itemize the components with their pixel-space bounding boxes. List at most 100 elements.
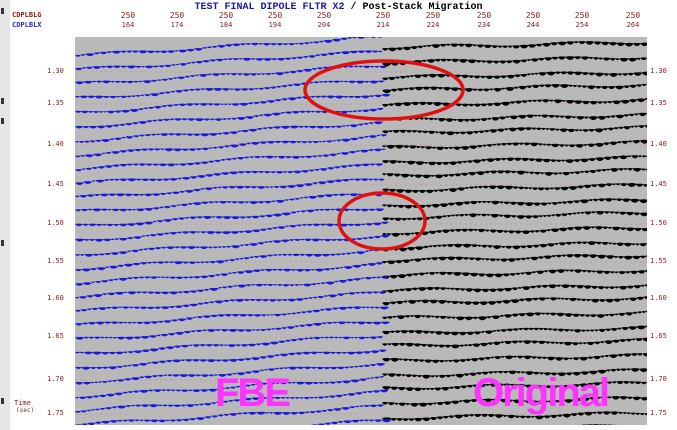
original-reflector <box>382 183 647 194</box>
time-axis-unit: (sec) <box>16 407 35 414</box>
cdp-tick-top: 250 <box>169 11 185 20</box>
cdp-tick-top: 250 <box>476 11 492 20</box>
cdp-tick-top: 250 <box>120 11 136 20</box>
fbe-reflector <box>75 389 389 413</box>
seismic-section <box>75 37 647 425</box>
original-reflector <box>382 40 647 52</box>
original-reflector <box>382 411 647 422</box>
original-reflector <box>382 83 647 94</box>
left-window-edge <box>0 0 10 430</box>
edge-mark <box>1 98 4 104</box>
header-label-cdplblx: CDPLBLX <box>12 21 42 29</box>
fbe-reflector <box>75 306 390 326</box>
fbe-reflector <box>75 363 386 385</box>
time-tick-left: 1.55 <box>47 257 64 265</box>
time-tick-left: 1.65 <box>47 332 64 340</box>
original-reflector <box>382 337 647 349</box>
edge-mark <box>1 398 4 404</box>
fbe-reflector <box>75 163 384 185</box>
cdp-tick-top: 250 <box>375 11 391 20</box>
time-tick-right: 1.65 <box>650 332 667 340</box>
time-axis-label: Time <box>14 399 31 407</box>
fbe-reflector <box>75 134 388 158</box>
original-reflector <box>382 124 647 136</box>
original-reflector <box>382 310 647 321</box>
time-tick-right: 1.55 <box>650 257 667 265</box>
cdp-tick-bottom: 244 <box>526 21 540 29</box>
original-reflector <box>382 56 647 67</box>
original-reflector <box>382 296 647 306</box>
fbe-reflector <box>75 349 387 370</box>
time-tick-right: 1.40 <box>650 140 667 148</box>
time-tick-right: 1.45 <box>650 180 667 188</box>
original-reflector <box>382 198 647 209</box>
original-reflector <box>382 368 647 379</box>
original-reflector <box>382 241 647 252</box>
edge-mark <box>1 8 4 14</box>
original-reflector <box>382 284 647 293</box>
edge-mark <box>1 240 4 246</box>
cdp-tick-bottom: 184 <box>219 21 233 29</box>
fbe-reflector <box>75 148 386 172</box>
original-reflector <box>576 424 620 425</box>
fbe-reflector <box>311 419 392 425</box>
fbe-reflector <box>75 193 384 212</box>
title-right: Post-Stack Migration <box>362 2 483 13</box>
cdp-tick-top: 250 <box>425 11 441 20</box>
fbe-reflector <box>75 291 387 312</box>
header-label-cdplblg: CDPLBLG <box>12 11 42 19</box>
cdp-tick-top: 250 <box>525 11 541 20</box>
fbe-reflector <box>75 37 383 57</box>
time-tick-left: 1.35 <box>47 99 64 107</box>
cdp-tick-bottom: 264 <box>626 21 640 29</box>
original-reflector <box>382 210 647 221</box>
fbe-reflector <box>75 234 390 257</box>
time-tick-left: 1.75 <box>47 409 64 417</box>
original-reflector <box>382 352 647 364</box>
original-reflector <box>382 325 647 336</box>
time-tick-right: 1.35 <box>650 99 667 107</box>
fbe-reflector <box>75 276 389 299</box>
original-reflector <box>382 254 647 265</box>
title-separator: / <box>350 2 357 13</box>
cdp-tick-bottom: 174 <box>170 21 184 29</box>
fbe-reflector <box>75 121 384 143</box>
fbe-reflector <box>75 376 385 400</box>
original-reflector <box>382 139 647 151</box>
fbe-reflector <box>75 93 391 114</box>
fbe-reflector <box>75 336 384 355</box>
seismic-wiggle-display <box>75 37 647 425</box>
cdp-tick-top: 250 <box>625 11 641 20</box>
time-tick-left: 1.70 <box>47 375 64 383</box>
cdp-tick-bottom: 224 <box>426 21 440 29</box>
time-tick-right: 1.75 <box>650 409 667 417</box>
original-reflector <box>382 380 647 392</box>
time-tick-left: 1.40 <box>47 140 64 148</box>
edge-mark <box>1 118 4 124</box>
fbe-reflector <box>75 248 384 272</box>
original-reflector <box>382 97 647 107</box>
fbe-reflector <box>75 50 383 71</box>
cdp-tick-top: 250 <box>218 11 234 20</box>
fbe-reflector <box>75 80 385 99</box>
original-reflector <box>382 396 647 407</box>
time-tick-right: 1.70 <box>650 375 667 383</box>
fbe-reflector <box>75 404 385 425</box>
cdp-tick-top: 250 <box>316 11 332 20</box>
plot-title: TEST FINAL DIPOLE FLTR X2 / Post-Stack M… <box>0 2 677 13</box>
highlight-ellipse-upper <box>303 59 465 121</box>
cdp-tick-bottom: 204 <box>317 21 331 29</box>
time-tick-left: 1.30 <box>47 67 64 75</box>
original-reflector <box>382 269 647 279</box>
cdp-tick-top: 250 <box>574 11 590 20</box>
cdp-tick-bottom: 214 <box>376 21 390 29</box>
cdp-tick-bottom: 254 <box>575 21 589 29</box>
title-left: TEST FINAL DIPOLE FLTR X2 <box>194 2 345 13</box>
original-reflector <box>382 155 647 166</box>
cdp-tick-top: 250 <box>267 11 283 20</box>
time-tick-left: 1.60 <box>47 294 64 302</box>
time-tick-right: 1.50 <box>650 219 667 227</box>
time-tick-right: 1.60 <box>650 294 667 302</box>
time-tick-left: 1.50 <box>47 219 64 227</box>
time-tick-right: 1.30 <box>650 67 667 75</box>
